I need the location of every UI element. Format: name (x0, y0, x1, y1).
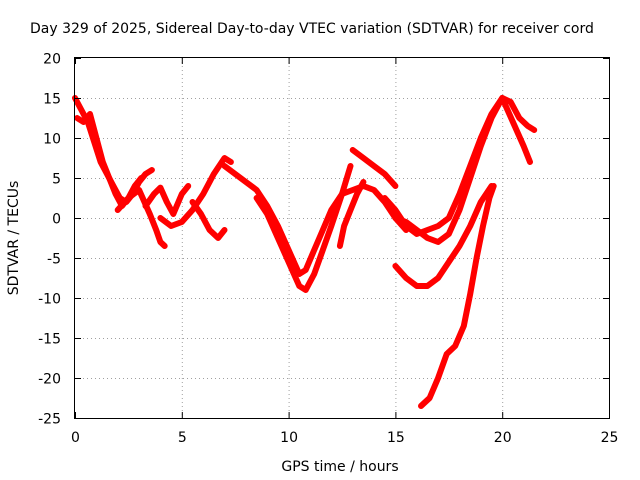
y-tick-label: -10 (38, 292, 61, 308)
plot-frame (74, 57, 610, 419)
label-layer: 0 5 10 15 20 25 20 15 10 5 0 -5 -10 -15 -20 -25 (38, 52, 618, 447)
chart-title: Day 329 of 2025, Sidereal Day-to-day VTE… (30, 21, 594, 37)
series-line-sat-4 (142, 183, 192, 217)
x-tick-label: 25 (601, 430, 619, 446)
y-tick-label: 10 (43, 132, 61, 148)
series-line-sat-11 (381, 95, 538, 237)
y-tick-label: -20 (38, 372, 61, 388)
series-line-sat-12 (392, 95, 533, 245)
series-line-sat-9 (336, 179, 367, 249)
series-line-sat-6 (189, 199, 228, 241)
y-tick-label: -25 (38, 412, 61, 428)
x-tick-label: 0 (71, 430, 80, 446)
y-tick-label: 15 (43, 92, 61, 108)
y-tick-label: -5 (47, 252, 61, 268)
series-line-sat-5 (157, 155, 234, 229)
y-axis-title: SDTVAR / TECUs (6, 181, 22, 296)
tick-layer (75, 58, 610, 419)
series-line-sat-14 (418, 183, 497, 409)
x-tick-label: 10 (280, 430, 298, 446)
y-tick-label: -15 (38, 332, 61, 348)
y-tick-label: 5 (52, 172, 61, 188)
series-line-sat-3 (114, 187, 168, 249)
x-tick-label: 5 (178, 430, 187, 446)
series-layer (72, 95, 538, 409)
x-axis-title: GPS time / hours (281, 459, 398, 475)
series-line-sat-10 (349, 147, 399, 189)
y-tick-label: 20 (43, 52, 61, 68)
x-tick-label: 20 (494, 430, 512, 446)
series-line-sat-8 (253, 163, 354, 293)
y-tick-label: 0 (52, 212, 61, 228)
series-line-sat-7 (221, 163, 410, 277)
series-line-sat-13 (392, 183, 495, 289)
x-tick-label: 15 (387, 430, 405, 446)
